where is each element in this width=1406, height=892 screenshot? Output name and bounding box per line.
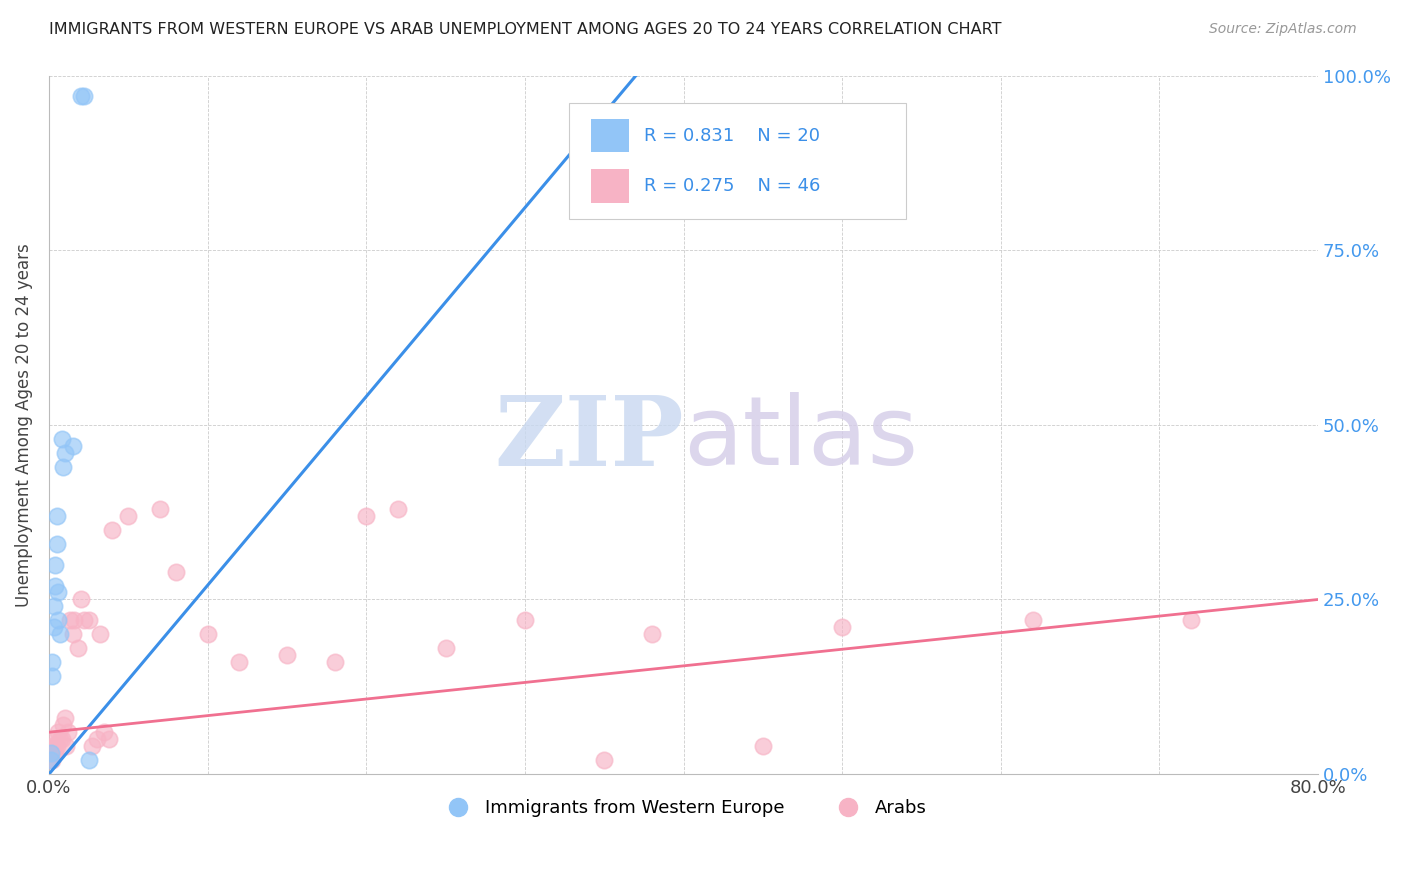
Point [641,627,664,641]
Point [752,739,775,754]
Point [48,614,70,628]
Point [55,739,77,754]
Point [41,753,63,767]
Y-axis label: Unemployment Among Ages 20 to 24 years: Unemployment Among Ages 20 to 24 years [15,243,32,607]
Point [276,648,298,663]
Point [39,753,62,767]
Point [98,732,121,747]
Point [63,614,86,628]
Text: IMMIGRANTS FROM WESTERN EUROPE VS ARAB UNEMPLOYMENT AMONG AGES 20 TO 24 YEARS CO: IMMIGRANTS FROM WESTERN EUROPE VS ARAB U… [49,22,1001,37]
Point [52,718,75,732]
Point [77,753,100,767]
Point [66,641,89,656]
Point [73,614,96,628]
Point [49,732,72,747]
Point [58,614,80,628]
FancyBboxPatch shape [569,103,905,219]
Point [73,89,96,103]
Text: Source: ZipAtlas.com: Source: ZipAtlas.com [1209,22,1357,37]
Point [56,725,79,739]
Point [52,459,75,474]
Point [89,627,111,641]
Point [69,592,91,607]
Point [41,739,63,754]
Point [86,732,108,747]
Point [831,620,853,634]
Point [51,432,73,446]
Point [48,585,70,599]
Point [593,753,616,767]
Text: R = 0.275    N = 46: R = 0.275 N = 46 [644,177,821,194]
Point [101,523,124,537]
Point [513,614,536,628]
Point [48,725,70,739]
Point [42,732,65,747]
Point [39,753,62,767]
Point [434,641,457,656]
Point [42,620,65,634]
Point [228,656,250,670]
Point [45,739,67,754]
Point [323,656,346,670]
Legend: Immigrants from Western Europe, Arabs: Immigrants from Western Europe, Arabs [433,792,934,824]
Point [41,669,63,683]
Point [62,627,84,641]
Point [77,614,100,628]
Point [44,558,66,572]
Point [62,439,84,453]
Point [197,627,219,641]
Point [117,508,139,523]
Point [1180,614,1202,628]
Text: atlas: atlas [683,392,918,485]
Point [51,732,73,747]
Point [149,501,172,516]
Point [41,656,63,670]
Point [44,746,66,760]
Text: R = 0.831    N = 20: R = 0.831 N = 20 [644,128,820,145]
Point [53,446,76,460]
Text: ZIP: ZIP [494,392,683,486]
Point [69,89,91,103]
Point [387,501,409,516]
Point [45,508,67,523]
Point [93,725,115,739]
Point [39,746,62,760]
Point [165,565,187,579]
Point [356,508,378,523]
Point [42,599,65,614]
Point [39,746,62,760]
Point [44,578,66,592]
Point [80,739,103,754]
Point [53,711,76,725]
Point [49,627,72,641]
Point [45,536,67,550]
Bar [591,169,628,202]
Point [1021,614,1043,628]
Bar [591,119,628,153]
Point [42,746,65,760]
Point [44,739,66,754]
